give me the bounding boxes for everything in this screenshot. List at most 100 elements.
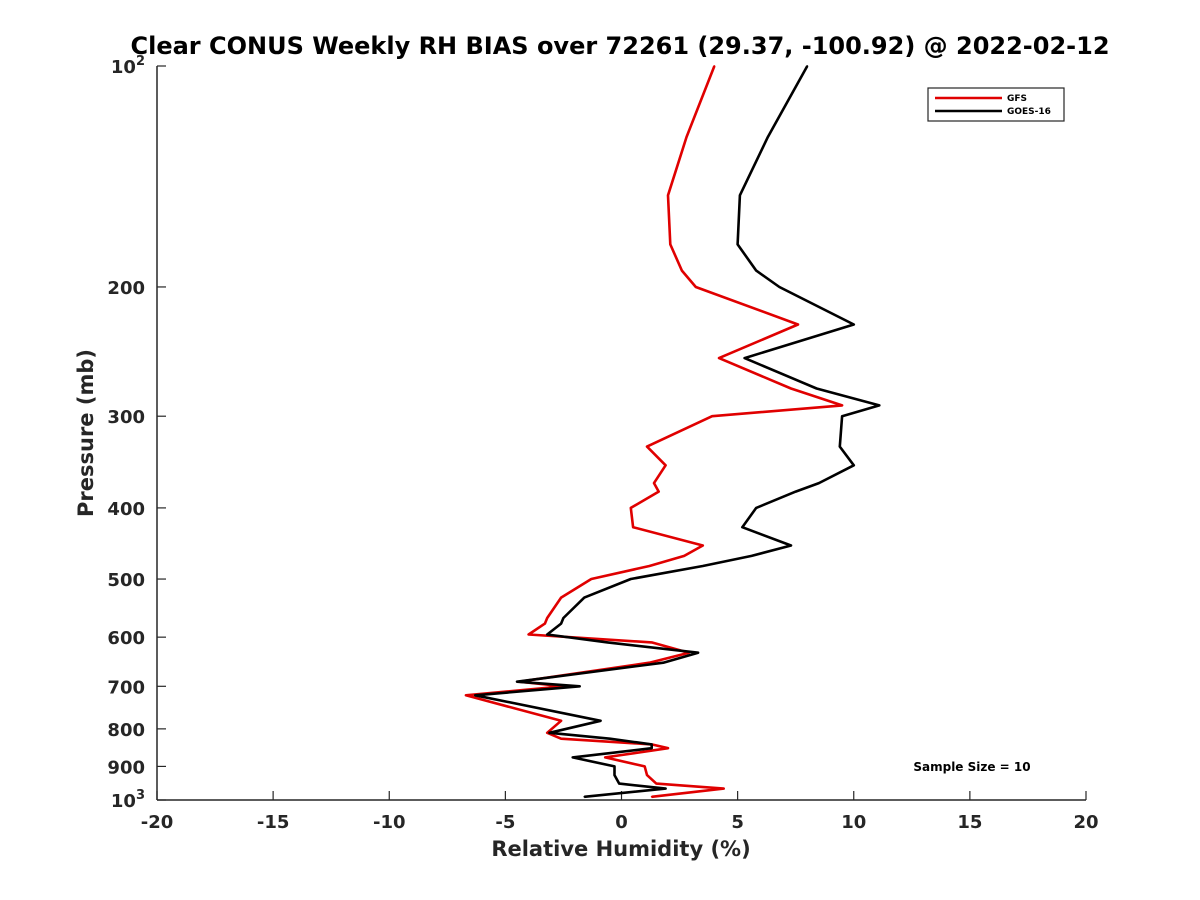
series-line-gfs [464,65,844,799]
data-point-gfs [560,737,563,740]
y-tick-label: 200 [107,278,145,299]
data-point-goes16 [583,795,586,798]
data-point-goes16 [650,743,653,746]
x-tick-label: 20 [1073,812,1098,833]
data-point-gfs [650,641,653,644]
data-point-goes16 [629,578,632,580]
data-point-gfs [694,286,697,288]
data-point-goes16 [474,694,477,697]
data-point-gfs [650,795,653,798]
data-point-gfs [560,719,563,722]
data-point-gfs [653,482,655,484]
data-point-gfs [546,617,549,619]
data-point-gfs [648,565,651,567]
data-point-goes16 [599,719,602,722]
x-tick-label: -20 [141,812,174,833]
data-point-gfs [643,765,646,768]
data-point-goes16 [741,526,744,529]
sample-size-annotation: Sample Size = 10 [913,760,1030,774]
y-tick-label-top: 102 [111,54,145,78]
series-layer [464,65,881,799]
x-tick-label: 0 [615,812,628,833]
data-point-goes16 [739,194,741,197]
x-tick-label: -15 [257,812,290,833]
data-point-goes16 [815,387,818,390]
data-point-gfs [667,194,669,197]
data-point-goes16 [697,651,700,654]
data-point-goes16 [701,565,704,567]
data-point-gfs [629,507,632,509]
data-point-goes16 [818,482,820,484]
legend-label-gfs: GFS [1007,94,1027,104]
data-point-goes16 [571,756,574,759]
data-point-gfs [841,404,844,407]
data-point-gfs [683,555,686,557]
data-point-gfs [667,747,669,750]
data-point-goes16 [790,544,792,547]
y-ticks: 200 300 400 500 600 700 800 900 102 103 [107,54,166,812]
data-point-gfs [680,269,683,272]
legend: GFS GOES-16 [927,87,1065,122]
y-tick-label: 300 [107,407,145,428]
data-point-goes16 [562,617,565,619]
data-point-gfs [560,596,563,599]
chart-title: Clear CONUS Weekly RH BIAS over 72261 (2… [130,32,1109,60]
data-point-gfs [527,633,530,636]
data-point-gfs [604,756,607,759]
data-point-goes16 [516,680,518,683]
data-point-gfs [543,622,546,625]
data-point-gfs [464,694,467,697]
data-point-goes16 [778,286,781,288]
data-point-goes16 [578,685,581,688]
x-tick-label: -10 [373,812,406,833]
data-point-goes16 [755,269,758,272]
x-tick-label: 15 [957,812,982,833]
x-tick-label: 5 [731,812,744,833]
data-point-goes16 [794,490,797,493]
data-point-gfs [646,774,648,777]
data-point-goes16 [750,555,753,557]
x-ticks: -20 -15 -10 -5 0 5 10 15 20 [141,791,1099,833]
data-point-goes16 [548,731,551,734]
data-point-gfs [590,578,593,580]
data-point-goes16 [806,65,809,67]
data-point-goes16 [650,747,653,750]
data-point-goes16 [613,765,616,768]
data-point-gfs [648,661,651,664]
data-point-goes16 [852,464,855,467]
data-point-gfs [701,544,704,547]
y-tick-label: 800 [107,720,145,741]
data-point-goes16 [546,633,549,636]
data-point-goes16 [583,596,586,599]
data-point-gfs [657,490,660,493]
x-axis-label: Relative Humidity (%) [491,837,750,861]
data-point-goes16 [852,323,855,326]
data-point-gfs [546,731,549,734]
data-point-goes16 [736,243,739,246]
y-tick-label: 900 [107,757,145,778]
legend-box [927,87,1065,122]
data-point-goes16 [766,136,769,139]
data-point-gfs [797,323,799,326]
data-point-gfs [722,787,725,790]
x-tick-label: -5 [495,812,515,833]
plot-area [156,66,1086,801]
data-point-gfs [718,357,720,359]
data-point-goes16 [613,774,616,777]
data-point-goes16 [755,507,758,509]
data-point-gfs [685,136,688,139]
data-point-goes16 [606,641,609,644]
data-point-gfs [664,464,667,467]
data-point-goes16 [560,622,563,625]
data-point-gfs [655,782,658,785]
data-point-goes16 [743,357,746,359]
x-tick-label: 10 [841,812,866,833]
data-point-gfs [713,65,716,67]
y-tick-label: 500 [107,570,145,591]
data-point-goes16 [838,445,841,448]
y-tick-label: 400 [107,499,145,520]
data-point-goes16 [608,737,611,740]
data-point-gfs [646,445,648,448]
data-point-goes16 [664,787,667,790]
